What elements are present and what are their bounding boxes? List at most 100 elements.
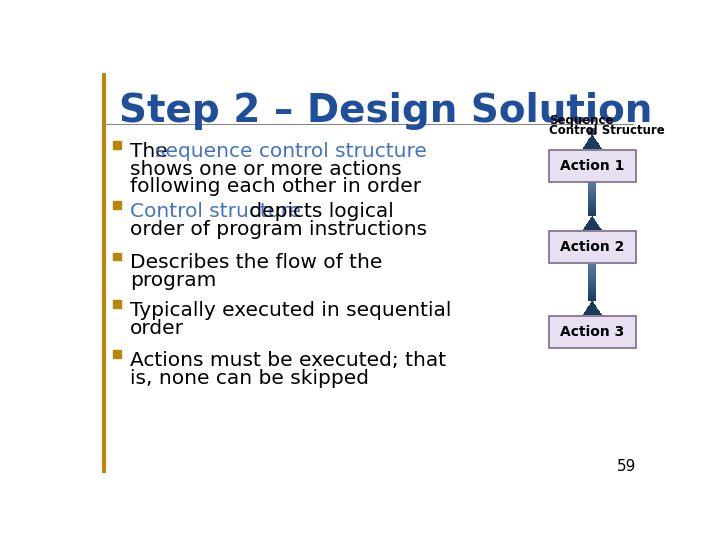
Bar <box>588 205 596 207</box>
Bar <box>588 192 596 193</box>
FancyBboxPatch shape <box>549 150 636 182</box>
Bar <box>588 127 596 128</box>
Bar <box>588 202 596 204</box>
Bar <box>589 139 595 140</box>
Bar <box>588 132 596 133</box>
Bar <box>588 299 596 301</box>
Bar <box>588 213 596 215</box>
Bar <box>588 191 596 192</box>
Bar <box>590 302 594 303</box>
Bar <box>583 314 601 315</box>
Bar <box>583 229 601 230</box>
Bar <box>588 193 596 195</box>
Text: Control Structure: Control Structure <box>549 124 665 137</box>
Bar <box>588 306 596 307</box>
Bar <box>586 225 598 226</box>
Text: Step 2 – Design Solution: Step 2 – Design Solution <box>120 92 653 130</box>
Bar <box>113 253 121 260</box>
Bar <box>585 227 600 228</box>
Bar <box>588 285 596 286</box>
Bar <box>588 187 596 190</box>
Bar <box>588 201 596 203</box>
Bar <box>590 218 594 219</box>
Bar <box>588 264 596 266</box>
Text: Describes the flow of the: Describes the flow of the <box>130 253 382 273</box>
Bar <box>588 131 596 132</box>
Bar <box>588 132 596 133</box>
Bar <box>588 130 596 131</box>
Bar <box>590 136 594 137</box>
Bar <box>588 128 596 129</box>
Bar <box>588 273 596 274</box>
Bar <box>588 185 596 187</box>
Bar <box>588 131 596 132</box>
Bar <box>113 300 121 308</box>
Bar <box>588 286 596 288</box>
Bar <box>585 226 599 227</box>
Text: program: program <box>130 271 217 290</box>
Bar <box>589 305 595 306</box>
Bar <box>587 141 598 143</box>
Bar <box>590 138 595 139</box>
Bar <box>588 222 597 223</box>
Bar <box>588 267 596 269</box>
Text: depicts logical: depicts logical <box>243 202 393 221</box>
Bar <box>588 194 596 196</box>
Bar <box>584 313 600 314</box>
Bar <box>588 295 596 297</box>
Bar <box>592 134 593 136</box>
Bar <box>588 140 596 141</box>
Bar <box>588 274 596 276</box>
Bar <box>588 293 596 295</box>
Bar <box>591 136 593 137</box>
FancyBboxPatch shape <box>549 231 636 264</box>
Bar <box>588 306 596 307</box>
Bar <box>113 141 121 148</box>
Text: Action 1: Action 1 <box>560 159 624 173</box>
Bar <box>588 128 596 129</box>
Bar <box>588 276 596 278</box>
Bar <box>588 289 596 291</box>
Bar <box>588 140 597 141</box>
Bar <box>592 301 593 302</box>
Text: sequence control structure: sequence control structure <box>155 142 427 161</box>
Bar <box>588 129 596 130</box>
Bar <box>590 303 594 304</box>
Bar <box>588 132 596 133</box>
Bar <box>588 270 596 272</box>
Bar <box>588 212 596 214</box>
Bar <box>588 296 596 298</box>
Bar <box>590 137 595 138</box>
Bar <box>588 271 596 273</box>
Bar <box>589 220 595 221</box>
Bar <box>588 182 596 184</box>
Bar <box>588 133 596 134</box>
Bar <box>588 134 596 135</box>
Bar <box>588 281 596 284</box>
Bar <box>586 309 598 310</box>
Bar <box>588 215 596 217</box>
Bar <box>587 224 598 225</box>
Bar <box>588 307 597 308</box>
Bar <box>592 216 593 217</box>
Bar <box>588 207 596 208</box>
Bar <box>588 197 596 199</box>
Bar <box>590 303 595 305</box>
Text: Sequence: Sequence <box>549 114 613 127</box>
Bar <box>588 279 596 280</box>
Text: order: order <box>130 319 184 338</box>
Bar <box>586 143 598 144</box>
Bar <box>588 133 596 134</box>
Bar <box>588 265 596 267</box>
Bar <box>589 305 595 306</box>
Bar <box>583 147 601 148</box>
Bar <box>591 301 593 302</box>
Bar <box>588 292 596 294</box>
Bar <box>584 146 600 147</box>
Bar <box>588 139 596 140</box>
Bar <box>590 218 594 219</box>
Text: Control structure: Control structure <box>130 202 301 221</box>
Bar <box>584 228 600 230</box>
Bar <box>585 145 600 146</box>
Bar <box>588 199 596 200</box>
